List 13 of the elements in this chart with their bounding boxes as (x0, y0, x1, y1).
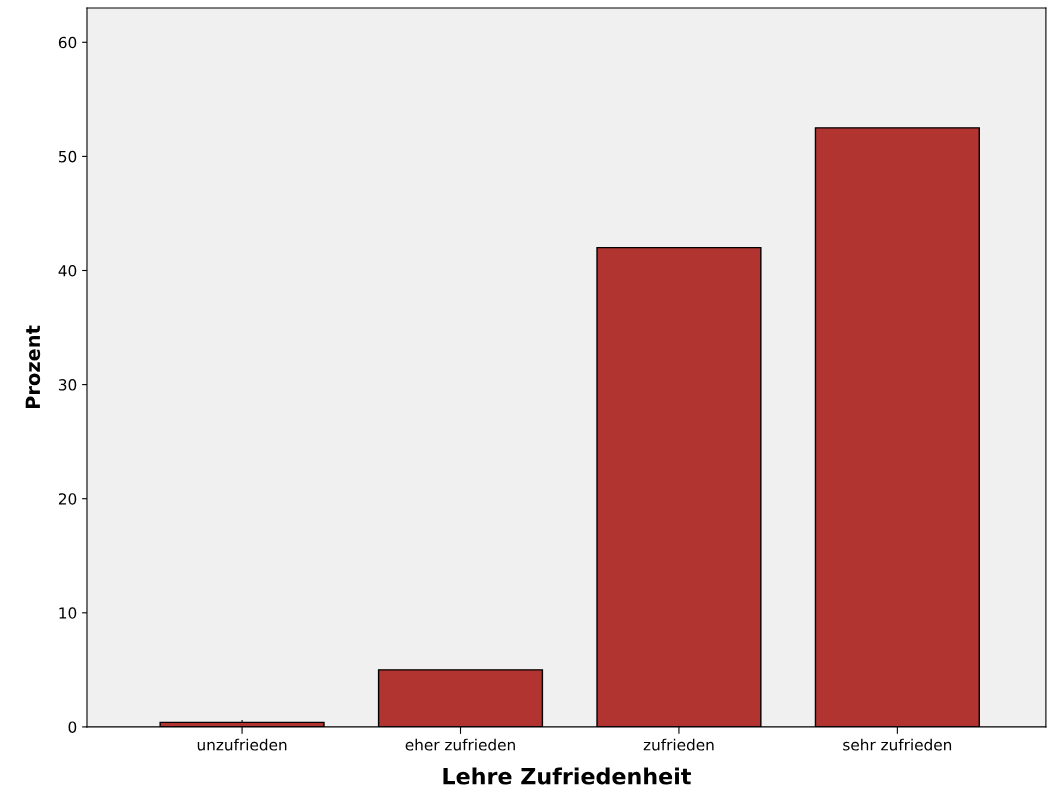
x-tick-label: sehr zufrieden (843, 738, 952, 751)
y-tick-label: 20 (58, 493, 77, 505)
y-tick-label: 50 (59, 150, 77, 163)
x-tick-label: zufrieden (643, 738, 714, 751)
y-tick-label: 40 (58, 264, 77, 277)
y-axis-title: Prozent (25, 325, 41, 409)
x-tick-label: eher zufrieden (405, 738, 515, 751)
x-tick-label: unzufrieden (197, 738, 287, 751)
y-tick-label: 60 (58, 36, 77, 49)
y-tick-label: 10 (59, 607, 77, 619)
y-tick-label: 30 (58, 379, 77, 391)
x-axis-title: Lehre Zufriedenheit (443, 767, 691, 785)
y-tick-label: 0 (68, 721, 77, 733)
